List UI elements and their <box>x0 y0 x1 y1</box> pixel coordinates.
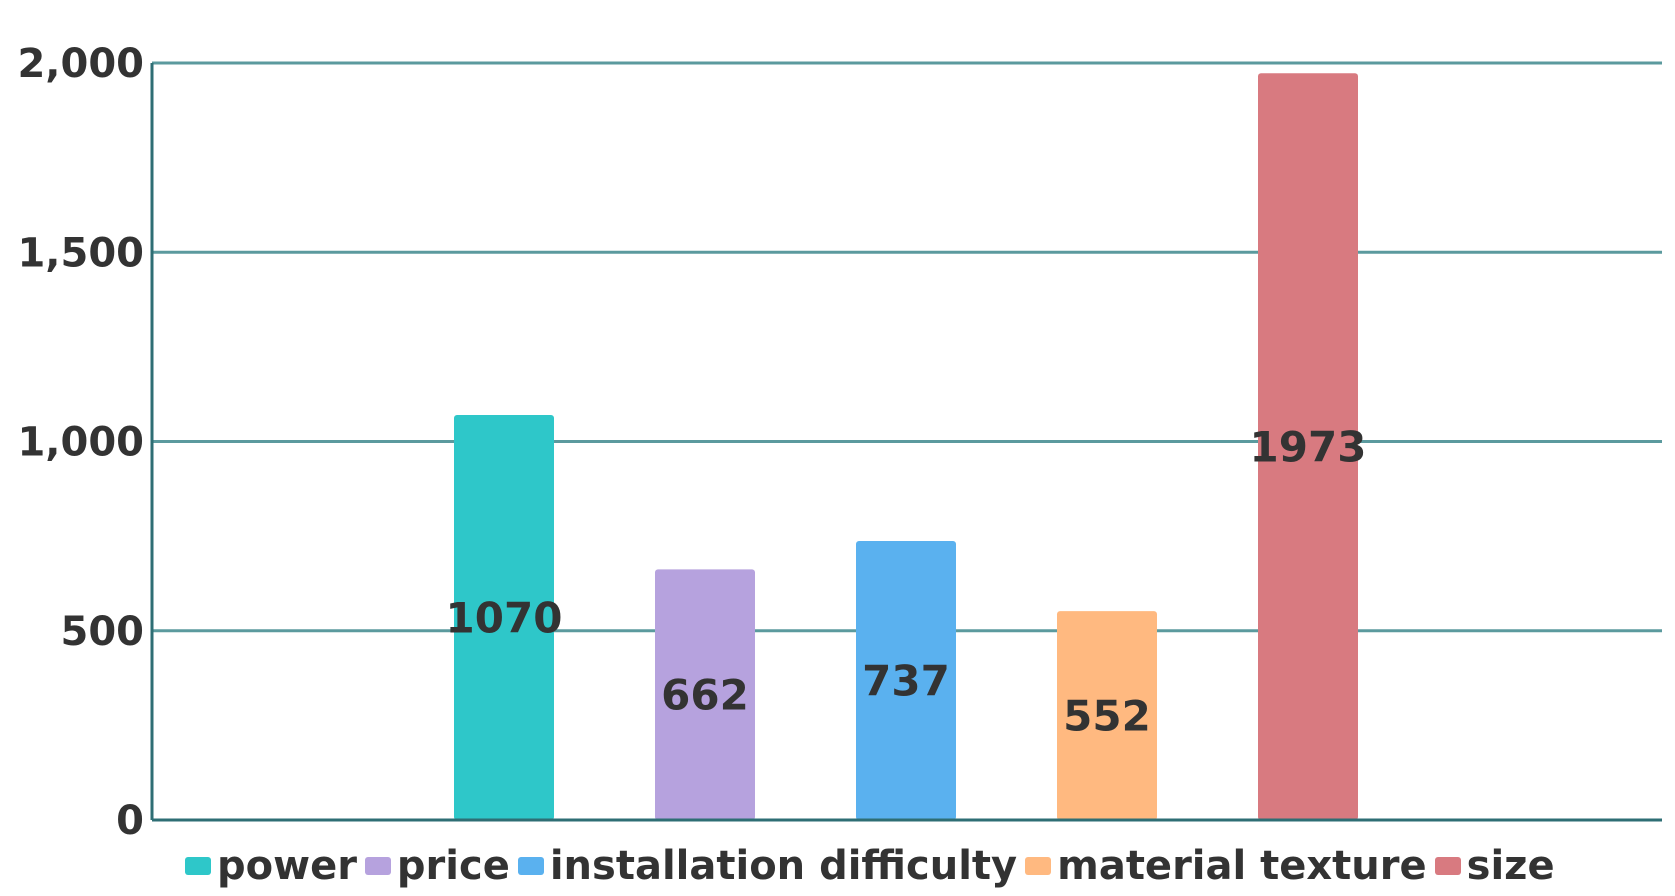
bar-power[interactable] <box>454 415 554 820</box>
legend-item-power[interactable]: power <box>185 843 357 889</box>
bar-size[interactable] <box>1258 73 1358 821</box>
bar-chart: 0 500 1,000 1,500 2,000 1070 662 737 552 1973 <box>17 41 1662 836</box>
bar-material-texture[interactable] <box>1057 611 1157 820</box>
legend-label: material texture <box>1057 843 1427 889</box>
data-label: 1070 <box>446 594 563 643</box>
legend-item-material-texture[interactable]: material texture <box>1025 843 1427 889</box>
y-axis-tick-labels: 0 500 1,000 1,500 2,000 <box>17 41 144 836</box>
y-tick-label: 2,000 <box>17 41 144 87</box>
legend-label: power <box>217 843 357 889</box>
legend-item-installation-difficulty[interactable]: installation difficulty <box>517 843 1018 889</box>
bar-price[interactable] <box>655 569 755 820</box>
legend-swatch <box>1434 857 1461 875</box>
legend-swatch <box>185 857 211 875</box>
legend-swatch <box>1025 857 1052 875</box>
data-label: 552 <box>1063 692 1151 741</box>
legend-item-price[interactable]: price <box>364 843 510 889</box>
bar-installation-difficulty[interactable] <box>856 541 956 820</box>
legend-swatch <box>364 857 391 875</box>
y-tick-label: 1,500 <box>17 230 144 276</box>
legend-swatch <box>517 857 544 875</box>
legend-item-size[interactable]: size <box>1434 843 1555 889</box>
data-label: 1973 <box>1250 423 1367 472</box>
legend: power price installation difficulty mate… <box>185 836 1563 896</box>
data-label: 737 <box>862 657 950 706</box>
y-tick-label: 500 <box>61 609 145 655</box>
data-label: 662 <box>661 671 749 720</box>
legend-label: size <box>1466 843 1555 889</box>
bars <box>454 73 1358 821</box>
legend-label: price <box>396 843 510 889</box>
y-tick-label: 0 <box>116 798 144 836</box>
data-labels: 1070 662 737 552 1973 <box>446 423 1367 741</box>
y-tick-label: 1,000 <box>17 420 144 466</box>
legend-label: installation difficulty <box>549 843 1018 889</box>
